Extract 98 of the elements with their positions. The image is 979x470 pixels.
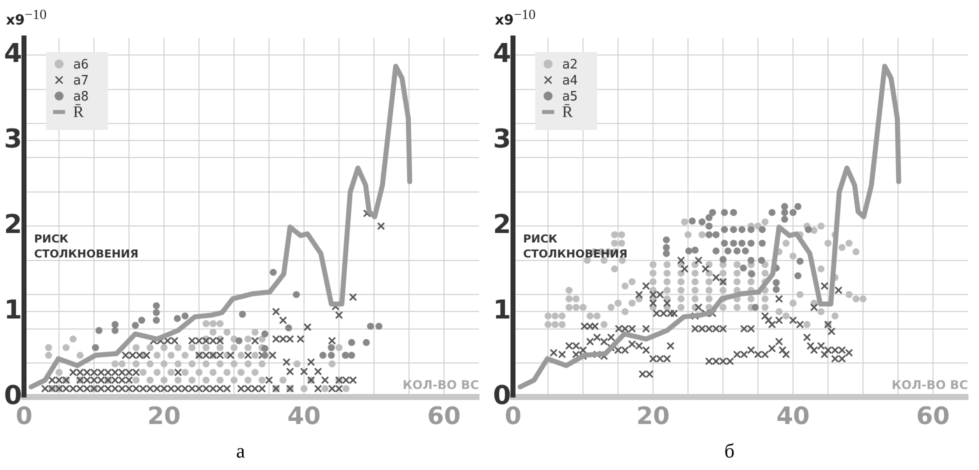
y-tick-label: 4 — [492, 38, 512, 69]
x-tick-label: 20 — [147, 402, 181, 430]
point — [662, 244, 670, 252]
legend-label: R̄ — [73, 104, 84, 122]
point — [238, 310, 246, 318]
point — [706, 231, 713, 238]
x-tick-label: 20 — [636, 402, 670, 430]
text: б — [724, 440, 735, 462]
point — [362, 338, 370, 346]
point — [698, 218, 706, 226]
point — [174, 315, 181, 322]
point — [319, 352, 326, 359]
point — [758, 226, 766, 234]
legend-label: a5 — [562, 89, 578, 104]
point — [730, 226, 738, 234]
point — [348, 352, 356, 359]
y-tick-label: 2 — [4, 210, 22, 240]
point — [748, 226, 755, 234]
point — [112, 321, 119, 328]
point — [720, 256, 727, 264]
legend-label: a4 — [562, 73, 578, 88]
point — [772, 286, 780, 293]
point — [692, 246, 699, 254]
legend-label: R̄ — [562, 104, 574, 122]
legend-label: a6 — [73, 57, 89, 72]
point — [748, 256, 755, 264]
point — [758, 240, 766, 247]
point — [328, 344, 335, 352]
y-tick-label: 4 — [4, 38, 22, 69]
point — [112, 326, 119, 334]
point — [375, 322, 382, 330]
y-tick-label: 2 — [492, 210, 512, 240]
point — [768, 208, 776, 216]
point — [752, 304, 759, 311]
x-tick-label: 40 — [776, 402, 810, 430]
point — [261, 352, 268, 359]
point — [92, 344, 99, 352]
y-tick-label: 3 — [492, 124, 512, 154]
point — [709, 208, 716, 216]
point — [182, 312, 189, 320]
point — [688, 218, 696, 225]
point — [706, 214, 713, 222]
point — [742, 247, 749, 254]
point — [781, 208, 788, 216]
point — [790, 208, 797, 216]
y-axis-title: РИСК СТОЛКНОВЕНИЯ — [523, 232, 628, 261]
point — [132, 322, 139, 329]
point — [730, 208, 738, 216]
point — [772, 279, 780, 286]
point — [748, 240, 755, 247]
point — [781, 216, 788, 223]
x-tick-label: 60 — [916, 402, 950, 430]
point — [235, 337, 242, 344]
point — [367, 322, 374, 330]
x-axis-title: КОЛ-ВО ВС — [402, 378, 480, 392]
point — [781, 202, 788, 210]
point — [662, 250, 670, 258]
point — [685, 247, 692, 254]
point — [740, 264, 747, 272]
point — [152, 309, 160, 316]
x-tick-label: 60 — [427, 402, 461, 430]
point — [758, 256, 766, 264]
point — [738, 226, 746, 234]
x-tick-label: 40 — [287, 402, 321, 430]
point — [95, 326, 102, 334]
y-tick-label: 1 — [4, 295, 22, 326]
point — [734, 247, 741, 254]
point — [730, 240, 738, 247]
point — [152, 316, 160, 324]
legend-label: a7 — [73, 73, 89, 88]
point — [794, 272, 802, 280]
point — [152, 302, 160, 310]
point — [720, 240, 728, 247]
point — [738, 240, 746, 247]
point — [328, 352, 335, 359]
text: а — [236, 440, 246, 462]
point — [261, 330, 268, 338]
legend-label: a2 — [562, 57, 578, 72]
point — [794, 202, 802, 210]
point — [720, 208, 728, 216]
point — [796, 258, 804, 265]
point — [724, 247, 732, 254]
point — [292, 291, 300, 298]
point — [804, 226, 812, 234]
y-axis-title: РИСК СТОЛКНОВЕНИЯ — [34, 232, 138, 261]
x-axis-title: КОЛ-ВО ВС — [892, 378, 968, 392]
point — [261, 344, 268, 352]
point — [712, 247, 720, 254]
legend-label: a8 — [73, 89, 89, 104]
y-tick-label: 3 — [4, 124, 22, 154]
point — [270, 268, 277, 276]
point — [720, 226, 728, 234]
point — [348, 338, 356, 346]
point — [285, 324, 292, 332]
y-tick-label: 1 — [492, 295, 512, 326]
point — [706, 222, 713, 230]
point — [662, 236, 670, 244]
point — [138, 316, 146, 324]
